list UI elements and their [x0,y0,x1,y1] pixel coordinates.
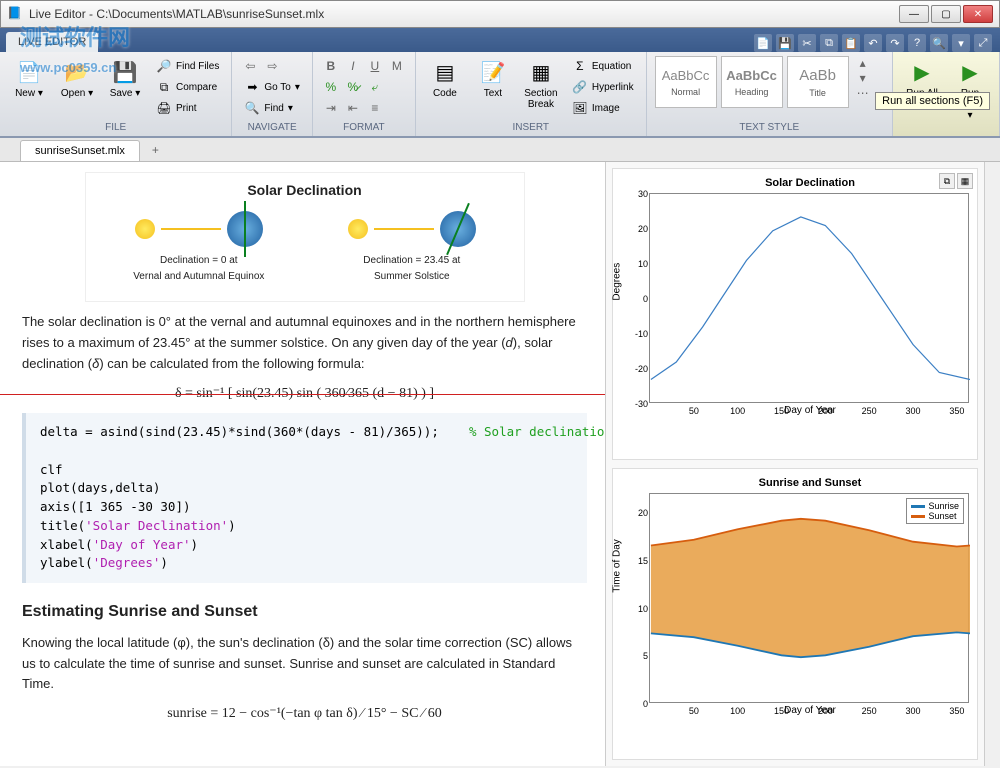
insert-code-button[interactable]: ▤Code [424,56,466,101]
qat-copy-icon[interactable]: ⧉ [820,34,838,52]
indent-icon[interactable]: ⇥ [321,98,341,118]
style-normal[interactable]: AaBbCcNormal [655,56,717,108]
paragraph-declination: The solar declination is 0° at the verna… [22,312,587,374]
group-label-file: FILE [8,120,223,134]
find-files-icon: 🔎 [156,58,172,74]
ribbon-tab-live-editor[interactable]: LIVE EDITOR [6,32,98,52]
find-icon: 🔍 [244,100,260,116]
document-tabstrip: sunriseSunset.mlx + [0,138,1000,162]
app-icon: 📘 [7,6,23,22]
qat-save-icon[interactable]: 💾 [776,34,794,52]
find-files-button[interactable]: 🔎Find Files [152,56,223,76]
print-icon: 🖨 [156,100,172,116]
chart-canvas-2: Sunrise Sunset 0510152050100150200250300… [649,493,969,703]
earth-icon [227,211,263,247]
qat-help-icon[interactable]: ? [908,34,926,52]
hyperlink-icon: 🔗 [572,79,588,95]
heading-sunrise-sunset: Estimating Sunrise and Sunset [22,599,587,625]
open-button[interactable]: 📂Open ▾ [56,56,98,101]
uncomment-icon[interactable]: %̷ [343,77,363,97]
plot-grid-icon[interactable]: ▦ [957,173,973,189]
ribbon-group-navigate: ⇦ ⇨ ➡Go To ▾ 🔍Find ▾ NAVIGATE [232,52,313,136]
quick-access-toolbar: 📄 💾 ✂ ⧉ 📋 ↶ ↷ ? 🔍 ▾ ⤢ [754,34,1000,52]
print-button[interactable]: 🖨Print [152,98,223,118]
doc-tab-add[interactable]: + [142,139,169,161]
style-heading[interactable]: AaBbCcHeading [721,56,783,108]
plot-solar-declination: ⧉▦ Solar Declination Degrees -30-20-1001… [612,168,978,460]
group-label-navigate: NAVIGATE [240,120,304,134]
code-block-declination[interactable]: delta = asind(sind(23.45)*sind(360*(days… [22,413,587,583]
style-expand-icon[interactable]: ⋯ [853,86,873,100]
group-label-textstyle: TEXT STYLE [655,120,884,134]
comment-icon[interactable]: % [321,77,341,97]
section-break-button[interactable]: ▦Section Break [520,56,562,112]
qat-search-icon[interactable]: 🔍 [930,34,948,52]
save-button[interactable]: 💾Save ▾ [104,56,146,101]
ribbon-group-file: 📄New ▾ 📂Open ▾ 💾Save ▾ 🔎Find Files ⧉Comp… [0,52,232,136]
sun-icon [348,219,368,239]
style-title[interactable]: AaBbTitle [787,56,849,108]
group-label-format: FORMAT [321,120,407,134]
qat-new-icon[interactable]: 📄 [754,34,772,52]
smart-indent-icon[interactable]: ≡ [365,98,385,118]
sun-icon [135,219,155,239]
chart-canvas-1: -30-20-10010203050100150200250300350 [649,193,969,403]
find-button[interactable]: 🔍Find ▾ [240,98,304,118]
section-divider-line [0,394,605,395]
nav-back-icon[interactable]: ⇦ [240,56,260,76]
compare-button[interactable]: ⧉Compare [152,77,223,97]
image-button[interactable]: 🖼Image [568,98,638,118]
editor-pane[interactable]: Solar Declination Declination = 0 at Ver… [0,162,606,766]
underline-button[interactable]: U [365,56,385,76]
close-button[interactable]: ✕ [963,5,993,23]
minimize-button[interactable]: — [899,5,929,23]
qat-redo-icon[interactable]: ↷ [886,34,904,52]
new-button[interactable]: 📄New ▾ [8,56,50,101]
earth-tilted-icon [440,211,476,247]
group-label-insert: INSERT [424,120,638,134]
qat-cut-icon[interactable]: ✂ [798,34,816,52]
qat-paste-icon[interactable]: 📋 [842,34,860,52]
main-split: Solar Declination Declination = 0 at Ver… [0,162,1000,766]
plot-sunrise-sunset: Sunrise and Sunset Time of Day Sunrise S… [612,468,978,760]
bold-button[interactable]: B [321,56,341,76]
output-pane: ⧉▦ Solar Declination Degrees -30-20-1001… [606,162,984,766]
wrap-icon[interactable]: ⤶ [365,77,385,97]
illustration-solar-declination: Solar Declination Declination = 0 at Ver… [85,172,525,302]
qat-pin-icon[interactable]: ▾ [952,34,970,52]
qat-expand-icon[interactable]: ⤢ [974,34,992,52]
compare-icon: ⧉ [156,79,172,95]
paragraph-sunrise: Knowing the local latitude (φ), the sun'… [22,633,587,695]
equation-button[interactable]: ΣEquation [568,56,638,76]
ribbon-tabstrip: LIVE EDITOR 📄 💾 ✂ ⧉ 📋 ↶ ↷ ? 🔍 ▾ ⤢ [0,28,1000,52]
ribbon-group-insert: ▤Code 📝Text ▦Section Break ΣEquation 🔗Hy… [416,52,647,136]
plot-popout-icon[interactable]: ⧉ [939,173,955,189]
output-scrollbar[interactable] [984,162,1000,766]
titlebar: 📘 Live Editor - C:\Documents\MATLAB\sunr… [0,0,1000,28]
qat-undo-icon[interactable]: ↶ [864,34,882,52]
equation-sunrise: sunrise = 12 − cos⁻¹(−tan φ tan δ) ⁄ 15°… [22,703,587,725]
legend: Sunrise Sunset [906,498,964,524]
window-title: Live Editor - C:\Documents\MATLAB\sunris… [29,7,899,21]
goto-icon: ➡ [244,79,260,95]
style-scroll-up-icon[interactable]: ▴ [853,56,873,70]
outdent-icon[interactable]: ⇤ [343,98,363,118]
insert-text-button[interactable]: 📝Text [472,56,514,101]
run-section-button[interactable]: ▶Run Section ▾ [949,56,991,123]
nav-fwd-icon[interactable]: ⇨ [262,56,282,76]
run-all-tooltip: Run all sections (F5) [875,92,990,110]
mono-button[interactable]: M [387,56,407,76]
style-scroll-down-icon[interactable]: ▾ [853,71,873,85]
ribbon-group-format: B I U M % %̷ ⤶ ⇥ ⇤ ≡ FORMAT [313,52,416,136]
hyperlink-button[interactable]: 🔗Hyperlink [568,77,638,97]
goto-button[interactable]: ➡Go To ▾ [240,77,304,97]
italic-button[interactable]: I [343,56,363,76]
style-gallery: AaBbCcNormal AaBbCcHeading AaBbTitle [655,56,849,108]
ribbon: 📄New ▾ 📂Open ▾ 💾Save ▾ 🔎Find Files ⧉Comp… [0,52,1000,138]
sigma-icon: Σ [572,58,588,74]
ribbon-group-textstyle: AaBbCcNormal AaBbCcHeading AaBbTitle ▴ ▾… [647,52,893,136]
image-icon: 🖼 [572,100,588,116]
maximize-button[interactable]: ▢ [931,5,961,23]
doc-tab-current[interactable]: sunriseSunset.mlx [20,140,140,161]
